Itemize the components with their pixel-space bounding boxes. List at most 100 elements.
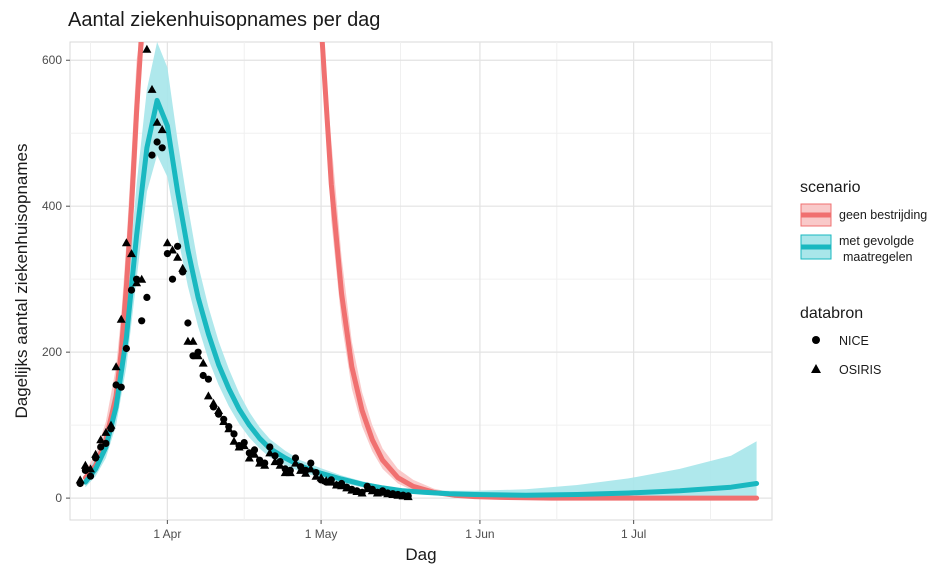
point-nice: [199, 371, 207, 380]
point-osiris: [352, 487, 362, 495]
point-osiris: [347, 485, 357, 494]
data-points: [75, 44, 413, 501]
point-nice: [307, 459, 315, 467]
point-osiris: [403, 492, 413, 501]
point-osiris: [301, 468, 311, 477]
y-tick-label: 400: [42, 199, 62, 213]
legend-nice-marker: [812, 336, 820, 344]
point-osiris: [342, 483, 352, 492]
y-tick-label: 0: [55, 491, 62, 505]
point-osiris: [296, 465, 306, 474]
point-nice: [174, 242, 182, 250]
point-nice: [122, 344, 130, 353]
y-tick-labels: 0 200 400 600: [42, 53, 70, 505]
x-tick-label: 1 Jun: [465, 527, 494, 541]
legend-nice-label: NICE: [839, 334, 869, 348]
point-osiris: [270, 457, 280, 466]
legend-met-label: met gevolgde maatregelen: [839, 234, 918, 264]
point-osiris: [321, 476, 331, 485]
point-osiris: [316, 473, 326, 482]
legend-scenario-title: scenario: [800, 179, 861, 196]
point-nice: [117, 383, 125, 391]
point-osiris: [188, 336, 198, 345]
point-osiris: [80, 460, 90, 469]
point-osiris: [168, 245, 177, 254]
y-tick-label: 200: [42, 345, 62, 359]
point-nice: [168, 275, 177, 283]
legend-met-label-line1: met gevolgde: [839, 234, 914, 248]
point-osiris: [362, 484, 372, 493]
point-osiris: [337, 481, 347, 490]
point-nice: [266, 443, 274, 451]
point-osiris: [265, 448, 275, 457]
point-osiris: [250, 449, 259, 458]
legend-osiris-label: OSIRIS: [839, 363, 881, 377]
point-osiris: [198, 358, 208, 367]
point-nice: [184, 319, 192, 327]
point-osiris: [142, 44, 152, 53]
point-osiris: [96, 435, 106, 444]
point-nice: [245, 449, 253, 457]
point-nice: [127, 286, 136, 294]
point-osiris: [275, 460, 285, 469]
point-osiris: [91, 449, 101, 458]
x-tick-label: 1 Apr: [153, 527, 181, 541]
point-osiris: [291, 458, 300, 467]
point-osiris: [214, 406, 224, 414]
y-tick-label: 600: [42, 53, 62, 67]
point-osiris: [203, 391, 213, 400]
series-lines: [82, 42, 760, 501]
point-osiris: [229, 436, 239, 445]
legend-met-label-line2: maatregelen: [843, 250, 913, 264]
point-osiris: [285, 468, 295, 477]
point-osiris: [101, 427, 111, 436]
point-osiris: [255, 458, 265, 467]
point-nice: [271, 452, 279, 460]
x-tick-label: 1 May: [305, 527, 338, 541]
x-tick-labels: 1 Apr 1 May 1 Jun 1 Jul: [153, 520, 646, 541]
point-osiris: [260, 460, 270, 469]
point-osiris: [157, 125, 167, 134]
point-osiris: [219, 417, 229, 425]
point-osiris: [178, 263, 188, 272]
x-tick-label: 1 Jul: [621, 527, 646, 541]
point-nice: [143, 293, 151, 301]
point-osiris: [311, 471, 321, 480]
point-osiris: [357, 488, 367, 497]
point-nice: [158, 144, 166, 152]
point-nice: [204, 375, 212, 383]
point-osiris: [111, 362, 121, 371]
legend-databron-title: databron: [800, 305, 863, 322]
point-osiris: [86, 464, 95, 473]
point-osiris: [75, 475, 85, 484]
point-osiris: [147, 84, 157, 93]
point-nice: [148, 151, 156, 159]
line-met-0: [82, 97, 760, 498]
point-nice: [291, 454, 300, 462]
point-osiris: [367, 486, 377, 495]
point-nice: [97, 443, 105, 451]
point-osiris: [306, 464, 316, 473]
y-axis-title: Dagelijks aantal ziekenhuisopnames: [12, 144, 31, 419]
x-axis-title: Dag: [405, 545, 436, 564]
point-osiris: [239, 441, 249, 450]
point-osiris: [326, 477, 336, 486]
point-osiris: [152, 117, 162, 126]
chart-title: Aantal ziekenhuisopnames per dag: [68, 9, 380, 31]
point-osiris: [132, 278, 142, 287]
point-osiris: [244, 453, 254, 462]
point-osiris: [224, 424, 234, 433]
point-osiris: [116, 314, 126, 323]
point-osiris: [378, 487, 388, 496]
point-nice: [86, 472, 95, 480]
legend-osiris-marker: [811, 364, 821, 373]
line-geen-1: [319, 42, 760, 501]
point-nice: [153, 138, 161, 146]
point-osiris: [193, 351, 203, 360]
legend-geen-label: geen bestrijding: [839, 208, 927, 222]
point-osiris: [106, 420, 116, 429]
point-osiris: [173, 252, 183, 261]
point-osiris: [121, 238, 131, 247]
point-nice: [138, 317, 146, 325]
